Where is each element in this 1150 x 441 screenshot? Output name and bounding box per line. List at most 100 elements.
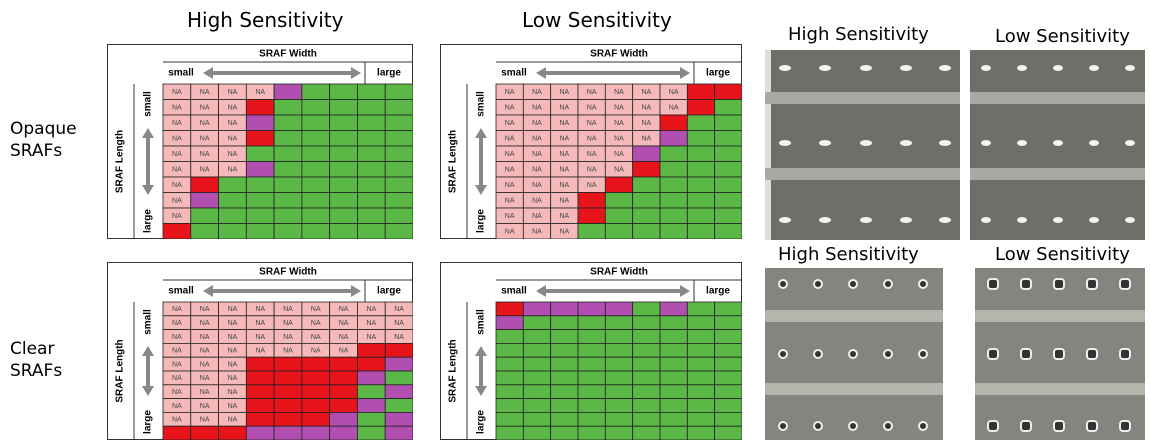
cell-label: NA xyxy=(311,320,321,327)
cell-label: NA xyxy=(200,403,210,410)
cell-label: NA xyxy=(228,120,238,127)
cell xyxy=(495,329,524,344)
cell xyxy=(384,370,413,386)
cell-label: NA xyxy=(255,334,265,341)
cell xyxy=(659,411,688,427)
cell-label: NA xyxy=(255,89,265,96)
cell-label: NA xyxy=(614,136,624,143)
cell xyxy=(604,176,634,193)
cell-label: NA xyxy=(228,306,238,313)
cell-label: NA xyxy=(532,182,542,189)
cell xyxy=(495,370,524,386)
cell-label: NA xyxy=(559,151,569,158)
arrow-head xyxy=(536,67,546,79)
cell-label: NA xyxy=(172,151,182,158)
cell-label: NA xyxy=(532,151,542,158)
cell xyxy=(714,356,742,372)
cell xyxy=(714,343,742,358)
cell xyxy=(632,161,661,178)
cell-label: NA xyxy=(228,417,238,424)
cell-label: NA xyxy=(532,105,542,112)
cell xyxy=(632,398,661,413)
cell xyxy=(550,301,579,317)
cell xyxy=(384,114,413,131)
cell xyxy=(577,207,606,224)
length-large: large xyxy=(476,410,487,434)
cell xyxy=(495,411,524,427)
cell-label: NA xyxy=(532,229,542,236)
cell xyxy=(714,207,742,224)
cell xyxy=(714,192,742,209)
cell xyxy=(190,176,219,193)
width-large: large xyxy=(377,286,401,297)
cell xyxy=(714,370,742,386)
cell-label: NA xyxy=(228,348,238,355)
cell xyxy=(357,192,386,209)
cell xyxy=(329,207,358,224)
cell xyxy=(714,161,742,178)
cell xyxy=(522,411,552,427)
cell xyxy=(245,130,275,147)
length-small: small xyxy=(476,91,487,117)
length-title: SRAF Length xyxy=(448,130,459,193)
cell xyxy=(632,207,661,224)
cell-label: NA xyxy=(200,89,210,96)
cell xyxy=(357,398,386,413)
cell xyxy=(632,411,661,427)
cell xyxy=(329,370,358,386)
cell xyxy=(301,398,331,413)
cell-label: NA xyxy=(505,89,515,96)
cell xyxy=(714,223,742,239)
cell xyxy=(632,301,661,317)
cell xyxy=(384,398,413,413)
cell-label: NA xyxy=(172,105,182,112)
cell-label: NA xyxy=(339,348,349,355)
cell-label: NA xyxy=(587,167,597,174)
cell xyxy=(659,343,688,358)
cell xyxy=(659,370,688,386)
cell xyxy=(329,176,358,193)
cell xyxy=(577,343,606,358)
cell xyxy=(659,161,688,178)
cell xyxy=(686,223,716,239)
cell xyxy=(632,329,661,344)
cell-label: NA xyxy=(505,182,515,189)
cell xyxy=(522,384,552,400)
cell-label: NA xyxy=(614,89,624,96)
cell-label: NA xyxy=(172,182,182,189)
cell xyxy=(604,329,634,344)
cell xyxy=(384,130,413,147)
cell xyxy=(218,425,247,440)
cell xyxy=(714,315,742,330)
cell xyxy=(632,370,661,386)
arrow-head xyxy=(475,185,487,195)
cell xyxy=(604,207,634,224)
cell xyxy=(550,398,579,413)
cell-label: NA xyxy=(311,306,321,313)
cell-label: NA xyxy=(559,229,569,236)
cell xyxy=(604,301,634,317)
sem-image xyxy=(765,268,943,440)
cell xyxy=(577,192,606,209)
cell xyxy=(604,425,634,440)
cell xyxy=(659,223,688,239)
cell xyxy=(714,384,742,400)
cell xyxy=(495,384,524,400)
photo-label: High Sensitivity xyxy=(778,244,919,265)
cell xyxy=(301,356,331,372)
cell-label: NA xyxy=(559,120,569,127)
cell-label: NA xyxy=(172,417,182,424)
cell xyxy=(273,356,303,372)
arrow-head xyxy=(142,128,154,138)
cell xyxy=(632,384,661,400)
cell-label: NA xyxy=(587,136,597,143)
cell xyxy=(659,398,688,413)
cell xyxy=(686,343,716,358)
cell xyxy=(384,176,413,193)
cell xyxy=(714,114,742,131)
cell xyxy=(522,315,552,330)
arrow-head xyxy=(680,67,690,79)
cell xyxy=(577,329,606,344)
cell-label: NA xyxy=(228,361,238,368)
